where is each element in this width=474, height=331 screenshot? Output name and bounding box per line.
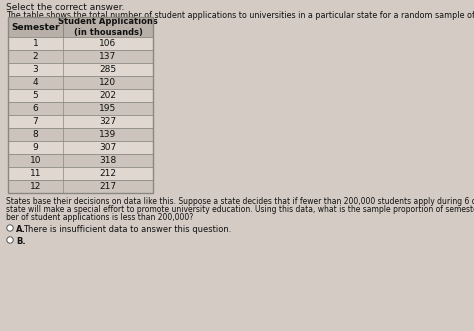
- Bar: [8, 167, 153, 180]
- Text: ber of student applications is less than 200,000?: ber of student applications is less than…: [6, 213, 193, 222]
- Bar: [8, 102, 153, 115]
- Text: A.: A.: [16, 225, 26, 234]
- Text: 195: 195: [100, 104, 117, 113]
- Text: The table shows the total number of student applications to universities in a pa: The table shows the total number of stud…: [6, 11, 474, 20]
- Text: 217: 217: [100, 182, 117, 191]
- Text: 6: 6: [33, 104, 38, 113]
- Text: 2: 2: [33, 52, 38, 61]
- Text: 120: 120: [100, 78, 117, 87]
- Text: 106: 106: [100, 39, 117, 48]
- Text: Semester: Semester: [11, 23, 60, 31]
- Text: 4: 4: [33, 78, 38, 87]
- Text: 12: 12: [30, 182, 41, 191]
- Bar: [8, 128, 153, 141]
- Bar: [8, 37, 153, 50]
- Text: state will make a special effort to promote university education. Using this dat: state will make a special effort to prom…: [6, 205, 474, 214]
- Bar: [8, 63, 153, 76]
- Text: States base their decisions on data like this. Suppose a state decides that if f: States base their decisions on data like…: [6, 197, 474, 206]
- Bar: [8, 76, 153, 89]
- Text: 5: 5: [33, 91, 38, 100]
- Text: 318: 318: [100, 156, 117, 165]
- Circle shape: [7, 225, 13, 231]
- Text: 137: 137: [100, 52, 117, 61]
- Bar: [8, 17, 153, 193]
- Text: 10: 10: [30, 156, 41, 165]
- Bar: [8, 50, 153, 63]
- Text: Student Applications
(in thousands): Student Applications (in thousands): [58, 17, 158, 37]
- Text: Select the correct answer.: Select the correct answer.: [6, 3, 124, 12]
- Text: 9: 9: [33, 143, 38, 152]
- Bar: [8, 89, 153, 102]
- Text: 139: 139: [100, 130, 117, 139]
- Text: B.: B.: [16, 237, 26, 246]
- Text: 8: 8: [33, 130, 38, 139]
- Text: 3: 3: [33, 65, 38, 74]
- Text: 7: 7: [33, 117, 38, 126]
- Text: 327: 327: [100, 117, 117, 126]
- Text: 202: 202: [100, 91, 117, 100]
- Text: 1: 1: [33, 39, 38, 48]
- Text: There is insufficient data to answer this question.: There is insufficient data to answer thi…: [23, 225, 231, 234]
- Circle shape: [7, 237, 13, 243]
- Bar: [8, 115, 153, 128]
- Bar: [8, 180, 153, 193]
- Text: 307: 307: [100, 143, 117, 152]
- Bar: [8, 141, 153, 154]
- Text: 212: 212: [100, 169, 117, 178]
- Text: 11: 11: [30, 169, 41, 178]
- Text: 285: 285: [100, 65, 117, 74]
- Bar: [8, 154, 153, 167]
- Bar: [8, 17, 153, 37]
